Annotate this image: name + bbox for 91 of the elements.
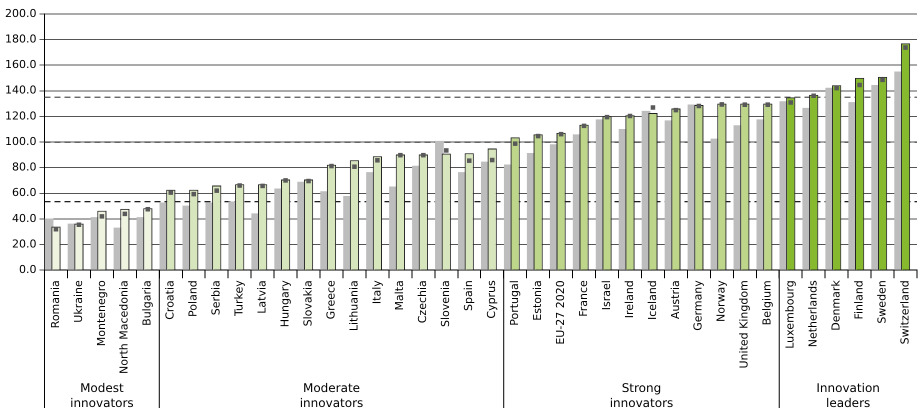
x-tick-label: Luxembourg [784, 280, 797, 349]
point [467, 158, 472, 163]
y-tick-label: 120.0 [4, 109, 36, 122]
point [696, 104, 702, 108]
point [421, 152, 426, 158]
point [352, 164, 357, 169]
point [834, 86, 839, 90]
x-tick-label: Finland [852, 280, 866, 320]
point [490, 158, 494, 162]
x-tick-label: United Kingdom [738, 280, 751, 369]
point [674, 108, 678, 112]
point [283, 178, 288, 183]
point [512, 141, 518, 146]
x-tick-label: France [576, 280, 590, 317]
point [237, 183, 242, 188]
point [214, 188, 219, 193]
x-tick-label: Croatia [164, 280, 177, 320]
point [398, 152, 403, 158]
y-tick-label: 80.0 [12, 160, 36, 174]
x-tick-label: Romania [48, 280, 62, 328]
point [903, 45, 908, 50]
y-tick-label: 60.0 [12, 186, 36, 200]
x-tick-label: Turkey [232, 280, 246, 318]
x-tick-label: Norway [714, 280, 728, 322]
x-tick-label: Portugal [508, 280, 522, 326]
point [558, 132, 564, 136]
x-tick-label: Slovakia [301, 280, 314, 326]
y-tick-label: 40.0 [12, 212, 36, 225]
x-tick-label: North Macedonia [118, 280, 131, 374]
x-tick-label: Sweden [875, 280, 888, 324]
x-tick-label: Latvia [255, 280, 268, 314]
x-tick-label: Serbia [210, 280, 223, 316]
point [146, 206, 150, 212]
x-tick-label: Slovenia [439, 280, 452, 328]
point [122, 212, 128, 216]
text: Strong innovators [610, 381, 674, 410]
x-tick-label: Israel [600, 280, 613, 310]
point [788, 100, 793, 105]
point [191, 192, 196, 196]
y-tick-label: 20.0 [12, 237, 36, 250]
x-tick-label: Poland [186, 280, 200, 317]
y-tick-label: 140.0 [4, 84, 36, 97]
point [306, 178, 311, 184]
x-tick-label: EU-27 2020 [554, 280, 567, 345]
point [765, 102, 770, 107]
point [54, 226, 58, 232]
x-tick-label: Italy [370, 280, 384, 304]
point [375, 158, 380, 163]
x-tick-label: Bulgaria [140, 280, 154, 326]
point [168, 190, 174, 195]
x-tick-label: Estonia [531, 280, 544, 321]
x-tick-label: Czechia [416, 280, 430, 324]
point [857, 82, 862, 88]
x-tick-label: Germany [692, 280, 705, 331]
x-tick-label: Cyprus [485, 280, 498, 319]
point [811, 93, 816, 98]
point [650, 105, 656, 110]
x-tick-label: Denmark [829, 280, 842, 331]
text: Innovation leaders [816, 381, 880, 410]
x-tick-label: Ukraine [72, 280, 85, 323]
point [536, 134, 540, 138]
point [604, 114, 610, 120]
point [720, 102, 724, 107]
point [742, 102, 748, 107]
y-tick-label: 100.0 [4, 134, 36, 148]
point [628, 114, 632, 118]
x-tick-label: Belgium [760, 280, 774, 326]
point [880, 78, 885, 82]
text: Moderate innovators [300, 381, 364, 410]
point [582, 124, 586, 128]
point [444, 148, 449, 153]
x-tick-label: Netherlands [806, 280, 820, 348]
text: Modest innovators [70, 381, 134, 410]
x-tick-label: Greece [324, 280, 338, 320]
x-tick-label: Switzerland [898, 280, 912, 344]
point [260, 184, 265, 188]
y-tick-label: 0.0 [18, 263, 36, 276]
x-tick-label: Lithuania [347, 280, 360, 332]
x-tick-label: Ireland [622, 280, 636, 318]
x-tick-label: Malta [393, 280, 406, 311]
point [329, 164, 334, 168]
point [76, 222, 82, 227]
x-tick-label: Iceland [646, 280, 659, 320]
x-tick-label: Hungary [278, 280, 292, 328]
y-tick-label: 200.0 [4, 6, 36, 20]
y-tick-label: 180.0 [4, 32, 36, 46]
y-tick-label: 160.0 [4, 58, 36, 72]
x-tick-label: Austria [668, 280, 682, 320]
point [100, 214, 104, 219]
x-tick-label: Spain [462, 280, 476, 311]
x-tick-label: Montenegro [94, 280, 108, 346]
